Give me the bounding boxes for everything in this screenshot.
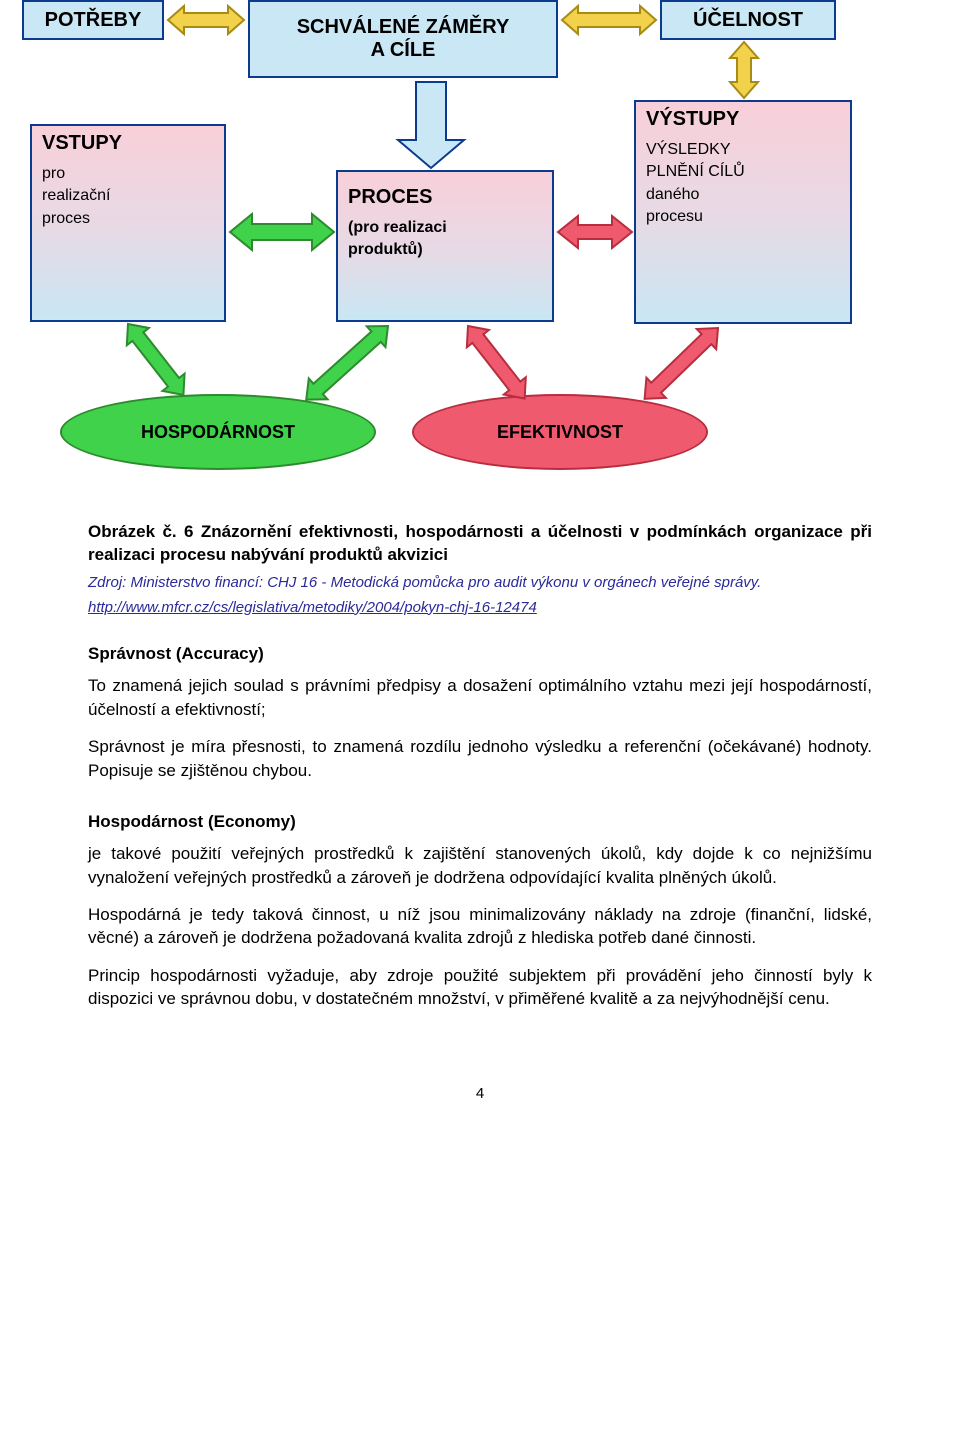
box-ucelnost-label: ÚČELNOST — [693, 9, 803, 32]
box-proces-l0: (pro realizaci — [348, 217, 542, 239]
hospodarnost-p2: Hospodárná je tedy taková činnost, u níž… — [88, 903, 872, 950]
caption-title: Obrázek č. 6 Znázornění efektivnosti, ho… — [88, 520, 872, 567]
box-vstupy-title: VSTUPY — [42, 132, 214, 155]
box-proces-title: PROCES — [348, 186, 542, 209]
box-schvalene-title: SCHVÁLENÉ ZÁMĚRY — [297, 16, 510, 39]
page-number: 4 — [0, 1065, 960, 1122]
box-proces-l1: produktů) — [348, 239, 542, 261]
box-vystupy-l3: procesu — [646, 206, 840, 228]
ellipse-hospodarnost-label: HOSPODÁRNOST — [141, 422, 295, 443]
hospodarnost-p1: je takové použití veřejných prostředků k… — [88, 842, 872, 889]
box-vystupy-l0: VÝSLEDKY — [646, 139, 840, 161]
hospodarnost-p3: Princip hospodárnosti vyžaduje, aby zdro… — [88, 964, 872, 1011]
arrow-vstupy-hosp — [117, 315, 194, 403]
arrow-potreby-schvalene — [168, 6, 244, 34]
document-body: Obrázek č. 6 Znázornění efektivnosti, ho… — [0, 490, 960, 1065]
box-vstupy-l1: realizační — [42, 185, 214, 207]
arrow-ucelnost-vystupy — [730, 42, 758, 98]
box-vystupy: VÝSTUPY VÝSLEDKY PLNĚNÍ CÍLŮ daného proc… — [634, 100, 852, 324]
arrow-vstupy-proces — [230, 214, 334, 250]
box-ucelnost: ÚČELNOST — [660, 0, 836, 40]
box-schvalene: SCHVÁLENÉ ZÁMĚRY A CÍLE — [248, 0, 558, 78]
spravnost-p2: Správnost je míra přesnosti, to znamená … — [88, 735, 872, 782]
arrow-proces-hosp — [297, 316, 397, 410]
arrow-schvalene-proces — [398, 82, 464, 168]
box-proces: PROCES (pro realizaci produktů) — [336, 170, 554, 322]
caption-source: Zdroj: Ministerstvo financí: CHJ 16 - Me… — [88, 573, 872, 594]
ellipse-efektivnost-label: EFEKTIVNOST — [497, 422, 623, 443]
spravnost-p1: To znamená jejich soulad s právními před… — [88, 674, 872, 721]
arrow-vystupy-efek — [635, 318, 728, 409]
box-vystupy-l2: daného — [646, 184, 840, 206]
ellipse-hospodarnost: HOSPODÁRNOST — [60, 394, 376, 470]
box-vystupy-title: VÝSTUPY — [646, 108, 840, 131]
flowchart-diagram: POTŘEBY SCHVÁLENÉ ZÁMĚRY A CÍLE ÚČELNOST… — [0, 0, 960, 490]
arrow-proces-efek — [457, 317, 536, 407]
ellipse-efektivnost: EFEKTIVNOST — [412, 394, 708, 470]
box-vstupy-l2: proces — [42, 208, 214, 230]
heading-spravnost: Správnost (Accuracy) — [88, 644, 872, 664]
heading-hospodarnost: Hospodárnost (Economy) — [88, 812, 872, 832]
box-vstupy: VSTUPY pro realizační proces — [30, 124, 226, 322]
box-schvalene-sub: A CÍLE — [371, 39, 436, 62]
arrow-schvalene-ucelnost — [562, 6, 656, 34]
box-potreby: POTŘEBY — [22, 0, 164, 40]
arrow-proces-vystupy — [558, 216, 632, 248]
caption-link: http://www.mfcr.cz/cs/legislativa/metodi… — [88, 598, 872, 619]
box-potreby-label: POTŘEBY — [45, 9, 142, 32]
box-vystupy-l1: PLNĚNÍ CÍLŮ — [646, 161, 840, 183]
box-vstupy-l0: pro — [42, 163, 214, 185]
